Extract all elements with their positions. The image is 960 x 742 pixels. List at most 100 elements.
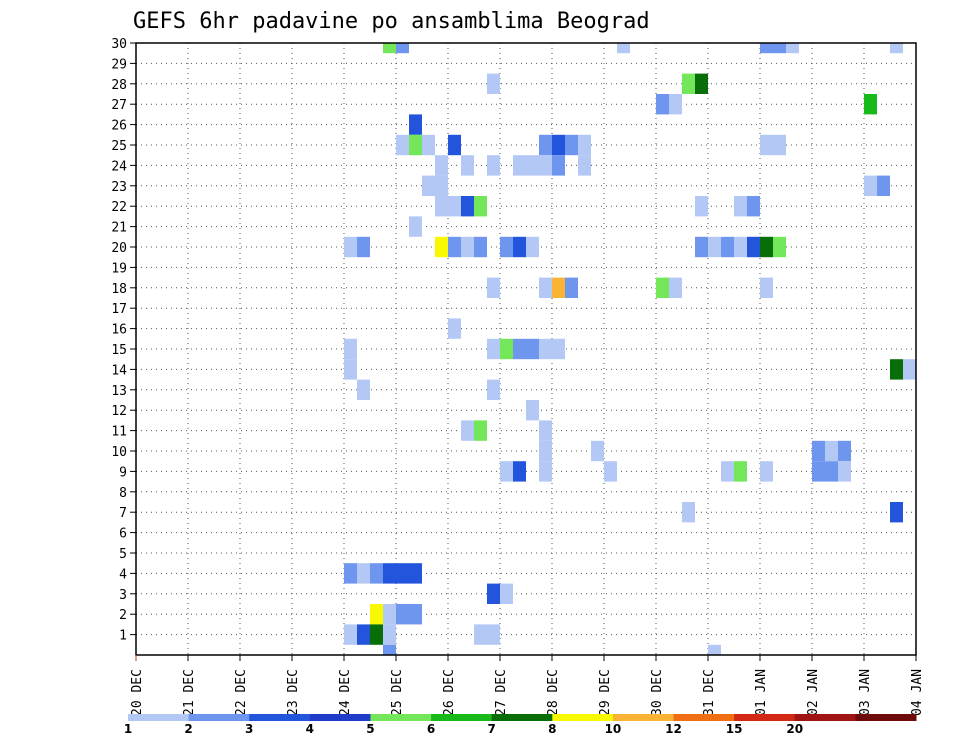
- x-tick-label: 22 DEC: [234, 669, 249, 716]
- x-axis: 20 DEC 21 DEC 22 DEC 23 DEC 24 DEC 25 DEC 26 D…: [130, 655, 925, 716]
- precip-cell: [409, 114, 422, 135]
- grid: [136, 43, 916, 655]
- y-tick-label: 6: [119, 527, 127, 542]
- precip-cell: [526, 400, 539, 421]
- precip-cell: [500, 236, 513, 258]
- colorbar-segment: [673, 714, 735, 721]
- precip-cell: [734, 196, 747, 217]
- precip-cell: [409, 563, 422, 584]
- x-tick-label: 03 JAN: [858, 669, 873, 716]
- y-tick-label: 19: [111, 261, 127, 276]
- precip-cell: [409, 134, 422, 156]
- precip-cell: [396, 43, 409, 54]
- precip-cell: [812, 461, 825, 482]
- precip-cell: [695, 196, 708, 217]
- y-tick-label: 26: [111, 119, 127, 134]
- precip-cell: [474, 236, 487, 258]
- precip-cell: [513, 155, 526, 176]
- colorbar-segment: [794, 714, 856, 721]
- precip-cell: [383, 604, 396, 625]
- precip-cell: [526, 338, 539, 360]
- colorbar-label: 10: [605, 722, 622, 736]
- x-tick-label: 31 DEC: [702, 669, 717, 716]
- precip-cell: [487, 338, 500, 360]
- precip-cell: [357, 624, 370, 645]
- precip-cell: [500, 583, 513, 604]
- colorbar-segment: [552, 714, 614, 721]
- precip-cell: [877, 175, 890, 196]
- y-tick-label: 17: [111, 302, 127, 317]
- precip-cell: [669, 94, 682, 115]
- precip-cell: [890, 502, 903, 523]
- colorbar-label: 8: [548, 722, 556, 736]
- colorbar-segment: [734, 714, 796, 721]
- precip-cell: [552, 277, 565, 298]
- precip-cell: [383, 43, 396, 54]
- precip-cell: [604, 461, 617, 482]
- precip-cell: [890, 359, 903, 380]
- precip-cell: [461, 155, 474, 176]
- x-tick-label: 23 DEC: [286, 669, 301, 716]
- precip-cell: [747, 236, 760, 258]
- precip-cell: [461, 196, 474, 217]
- y-tick-label: 28: [111, 78, 127, 93]
- precip-cell: [539, 461, 552, 482]
- y-tick-label: 7: [119, 506, 127, 521]
- precip-cell: [383, 563, 396, 584]
- precip-cell: [396, 604, 409, 625]
- precip-cell: [578, 155, 591, 176]
- precip-cell: [760, 277, 773, 298]
- colorbar-segment: [128, 714, 190, 721]
- precip-cell: [721, 461, 734, 482]
- y-axis: 1234567891011121314151617181920212223242…: [111, 37, 136, 644]
- precip-cell: [448, 134, 461, 156]
- x-tick-label: 26 DEC: [442, 669, 457, 716]
- precip-cell: [435, 236, 448, 258]
- precip-cell: [422, 134, 435, 156]
- precip-cell: [552, 155, 565, 176]
- precip-cell: [864, 175, 877, 196]
- colorbar-segment: [612, 714, 675, 721]
- precip-cell: [435, 196, 448, 217]
- precip-cell: [461, 236, 474, 258]
- precip-cell: [474, 420, 487, 441]
- precip-cell: [487, 583, 500, 604]
- precip-cell: [487, 379, 500, 400]
- data-cells: [344, 43, 916, 655]
- precip-cell: [539, 134, 552, 156]
- precip-cell: [344, 624, 357, 645]
- precip-cell: [747, 196, 760, 217]
- colorbar-segment: [188, 714, 250, 721]
- precip-cell: [409, 216, 422, 237]
- precip-cell: [370, 604, 383, 625]
- precip-cell: [500, 461, 513, 482]
- precip-cell: [435, 155, 448, 176]
- colorbar-segment: [855, 714, 917, 721]
- precip-cell: [539, 338, 552, 360]
- precip-cell: [812, 440, 825, 462]
- precip-cell: [357, 236, 370, 258]
- x-tick-label: 04 JAN: [910, 669, 925, 716]
- y-tick-label: 4: [119, 567, 127, 582]
- precip-cell: [890, 43, 903, 54]
- colorbar-label: 1: [124, 722, 132, 736]
- precip-cell: [773, 134, 786, 156]
- precip-cell: [539, 440, 552, 462]
- x-tick-label: 29 DEC: [598, 669, 613, 716]
- precip-cell: [461, 420, 474, 441]
- colorbar-segment: [249, 714, 311, 721]
- x-tick-label: 01 JAN: [754, 669, 769, 716]
- precip-cell: [708, 236, 721, 258]
- colorbar-segment: [491, 714, 553, 721]
- y-tick-label: 18: [111, 282, 127, 297]
- precip-cell: [448, 236, 461, 258]
- y-tick-label: 24: [111, 159, 127, 174]
- y-tick-label: 13: [111, 384, 127, 399]
- precip-cell: [396, 563, 409, 584]
- colorbar-label: 2: [184, 722, 192, 736]
- precip-cell: [474, 624, 487, 645]
- precip-cell: [825, 461, 838, 482]
- x-tick-label: 25 DEC: [390, 669, 405, 716]
- precip-cell: [760, 43, 773, 54]
- x-tick-label: 28 DEC: [546, 669, 561, 716]
